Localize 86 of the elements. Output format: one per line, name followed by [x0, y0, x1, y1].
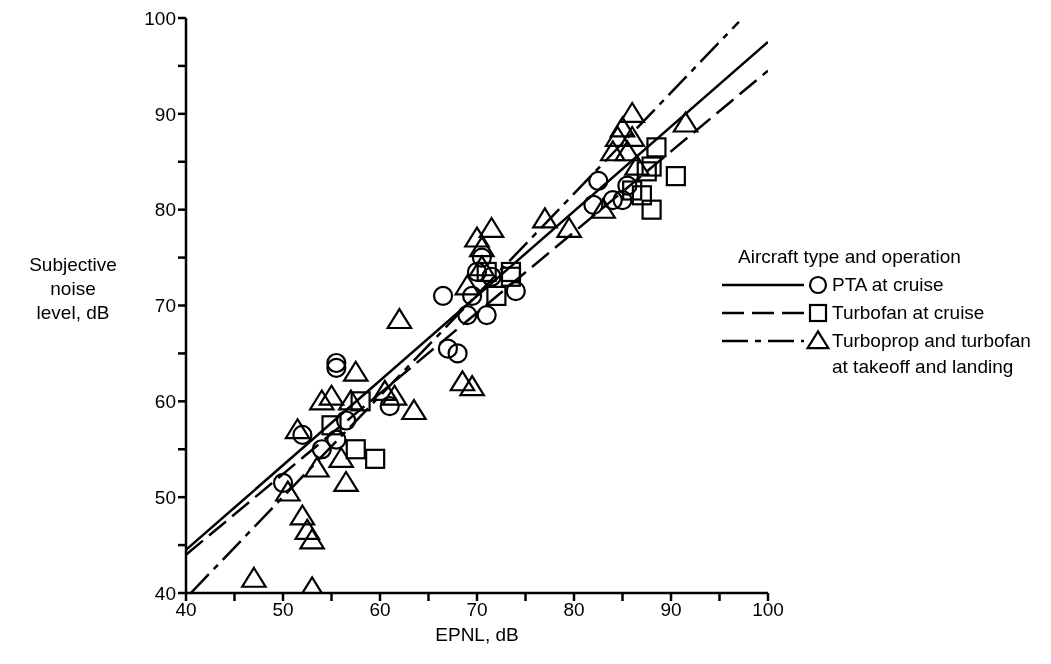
point [672, 111, 699, 133]
point [372, 379, 398, 401]
point [311, 439, 332, 460]
point [457, 304, 478, 326]
point [365, 448, 386, 469]
point [401, 399, 427, 421]
legend-label: Turboprop and turbofan at takeoff and landing [832, 329, 1031, 379]
legend-title: Aircraft type and operation [738, 246, 962, 268]
point [386, 307, 413, 330]
point [500, 261, 522, 283]
point [665, 166, 686, 187]
point [641, 156, 662, 177]
point [326, 352, 347, 374]
point [478, 216, 505, 239]
point [646, 137, 667, 158]
point [469, 236, 495, 258]
point [318, 384, 345, 406]
point [333, 470, 359, 492]
point [588, 170, 609, 192]
y-tick-label: 90 [154, 103, 176, 125]
point [464, 226, 490, 248]
point [381, 384, 408, 406]
x-tick-label: 40 [175, 599, 197, 621]
point [379, 396, 400, 417]
point [335, 410, 357, 431]
point [432, 285, 454, 307]
point [556, 216, 582, 239]
x-tick-label: 60 [369, 599, 391, 621]
point [345, 439, 366, 460]
point [437, 338, 458, 359]
point [532, 207, 558, 229]
point [328, 446, 354, 469]
point [486, 285, 507, 307]
y-tick-label: 100 [144, 7, 176, 29]
point [619, 101, 645, 124]
point [609, 116, 636, 138]
point [304, 456, 330, 478]
point [481, 266, 502, 287]
point [241, 566, 267, 588]
x-tick-label: 80 [563, 599, 585, 621]
point [622, 180, 643, 201]
point [338, 389, 364, 411]
point [590, 197, 616, 219]
point [309, 389, 335, 411]
y-axis-title: Subjective noise level, dB [28, 253, 118, 325]
y-tick-label: 60 [154, 391, 176, 413]
y-tick-label: 40 [154, 582, 176, 604]
point [500, 266, 522, 287]
x-axis-title: EPNL, dB [435, 624, 519, 645]
point [612, 189, 633, 211]
point [469, 255, 495, 277]
point [505, 281, 526, 302]
point [624, 154, 650, 176]
point [275, 480, 301, 502]
point [641, 199, 662, 220]
point [459, 375, 485, 397]
y-tick-label: 80 [154, 199, 176, 221]
y-tick-label: 50 [154, 486, 176, 508]
x-tick-label: 90 [660, 599, 682, 621]
point [617, 175, 638, 196]
point [299, 528, 325, 550]
point [466, 261, 488, 283]
x-tick-label: 50 [272, 599, 294, 621]
point [619, 125, 645, 147]
point [294, 518, 321, 540]
legend-label: Turbofan at cruise [832, 301, 985, 325]
point [462, 285, 483, 307]
point [614, 140, 641, 162]
x-tick-label: 70 [466, 599, 488, 621]
point [600, 140, 626, 162]
point [342, 360, 369, 382]
point [321, 415, 342, 436]
point [631, 185, 652, 206]
point [454, 274, 481, 296]
point [604, 125, 631, 147]
point [476, 304, 497, 326]
point [447, 343, 468, 364]
point [326, 429, 347, 450]
point [289, 504, 316, 526]
legend-label: PTA at cruise [832, 273, 944, 297]
point [284, 418, 311, 440]
point [476, 261, 497, 283]
point [449, 370, 476, 392]
y-tick-label: 70 [154, 295, 176, 317]
x-tick-label: 100 [752, 599, 784, 621]
point [326, 357, 347, 378]
